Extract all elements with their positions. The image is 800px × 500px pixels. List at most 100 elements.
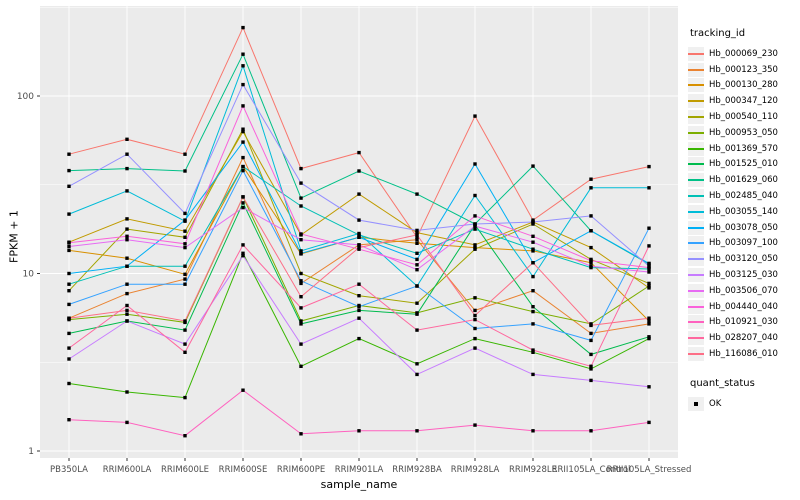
data-point xyxy=(647,164,651,169)
legend-item-Hb_000069_230: Hb_000069_230 xyxy=(688,46,800,62)
data-point xyxy=(531,305,535,309)
data-point xyxy=(125,234,129,238)
legend-item-Hb_001369_570: Hb_001369_570 xyxy=(688,141,800,157)
data-point xyxy=(67,381,71,386)
data-point xyxy=(415,192,419,196)
data-point xyxy=(125,390,129,394)
data-point xyxy=(67,346,71,350)
data-point xyxy=(647,244,651,248)
data-point xyxy=(241,104,245,108)
data-point xyxy=(357,282,361,286)
x-tick-label: RRIM600LE xyxy=(161,465,209,475)
data-point xyxy=(241,52,245,56)
data-point xyxy=(589,264,593,268)
x-tick-label: RRIM600LA xyxy=(103,465,152,475)
data-point xyxy=(415,251,419,255)
data-point xyxy=(125,137,129,141)
data-point xyxy=(125,282,129,286)
legend-label: Hb_000953_050 xyxy=(709,127,778,138)
legend-item-Hb_001629_060: Hb_001629_060 xyxy=(688,172,800,188)
data-point xyxy=(125,189,129,193)
data-point xyxy=(415,328,419,332)
data-point xyxy=(183,395,187,400)
legend-line-icon xyxy=(688,283,704,298)
data-point xyxy=(241,195,245,199)
data-point xyxy=(357,336,361,341)
data-point xyxy=(357,218,361,222)
data-point xyxy=(589,429,593,433)
data-point xyxy=(125,166,129,171)
data-point xyxy=(183,229,187,233)
data-point xyxy=(183,319,187,323)
data-point xyxy=(473,336,477,341)
data-point xyxy=(647,226,651,230)
series-markers-Hb_028207_040 xyxy=(67,243,651,368)
legend-label: Hb_000347_120 xyxy=(709,96,778,107)
data-point xyxy=(67,302,71,307)
data-point xyxy=(647,281,651,286)
data-point xyxy=(357,192,361,196)
data-point xyxy=(241,82,245,87)
legend-item-Hb_010921_030: Hb_010921_030 xyxy=(688,315,800,331)
data-point xyxy=(357,429,361,433)
data-point xyxy=(67,248,71,253)
data-point xyxy=(357,169,361,173)
data-point xyxy=(299,342,303,346)
legend-label: Hb_002485_040 xyxy=(709,191,778,202)
data-point xyxy=(531,322,535,326)
data-point xyxy=(299,166,303,171)
legend-label: OK xyxy=(709,398,722,409)
data-point xyxy=(241,25,245,30)
data-point xyxy=(589,259,593,263)
data-point xyxy=(241,164,245,169)
data-point xyxy=(357,235,361,239)
data-point xyxy=(357,245,361,250)
x-axis-title: sample_name xyxy=(320,478,398,491)
data-point xyxy=(531,240,535,244)
data-point xyxy=(183,235,187,239)
data-point xyxy=(67,289,71,293)
data-point xyxy=(589,186,593,190)
data-point xyxy=(241,155,245,160)
data-point xyxy=(473,296,477,300)
data-point xyxy=(299,249,303,253)
data-point xyxy=(125,152,129,156)
x-tick-label: RRIM600SE xyxy=(219,465,268,475)
data-point xyxy=(647,335,651,339)
y-tick-label: 100 xyxy=(17,92,34,102)
data-point xyxy=(299,322,303,326)
data-point xyxy=(299,295,303,299)
data-point xyxy=(647,336,651,341)
data-point xyxy=(299,319,303,323)
series-markers-Hb_003097_100 xyxy=(67,168,651,343)
legend-label: Hb_004440_040 xyxy=(709,301,778,312)
data-point xyxy=(647,261,651,266)
legend-item-Hb_000953_050: Hb_000953_050 xyxy=(688,125,800,141)
data-point xyxy=(589,331,593,336)
legend-title-tracking-id: tracking_id xyxy=(690,28,746,39)
legend-item-Hb_003055_140: Hb_003055_140 xyxy=(688,204,800,220)
data-point xyxy=(531,247,535,251)
data-point xyxy=(531,218,535,222)
data-point xyxy=(589,364,593,368)
data-point xyxy=(183,211,187,216)
data-point xyxy=(241,205,245,210)
data-point xyxy=(647,284,651,288)
x-tick-label: RRIM928LA xyxy=(451,465,500,475)
data-point xyxy=(299,281,303,286)
legend-label: Hb_003097_100 xyxy=(709,238,778,249)
data-point xyxy=(241,201,245,205)
data-point xyxy=(473,193,477,198)
data-point xyxy=(357,305,361,309)
data-point xyxy=(647,265,651,270)
data-point xyxy=(299,251,303,255)
data-point xyxy=(647,385,651,389)
data-point xyxy=(473,224,477,228)
data-point xyxy=(473,346,477,350)
data-point xyxy=(125,303,129,308)
legend-line-icon xyxy=(688,94,704,109)
data-point xyxy=(473,243,477,247)
legend-line-icon xyxy=(688,62,704,77)
data-point xyxy=(473,227,477,231)
legend-label: Hb_000123_350 xyxy=(709,64,778,75)
